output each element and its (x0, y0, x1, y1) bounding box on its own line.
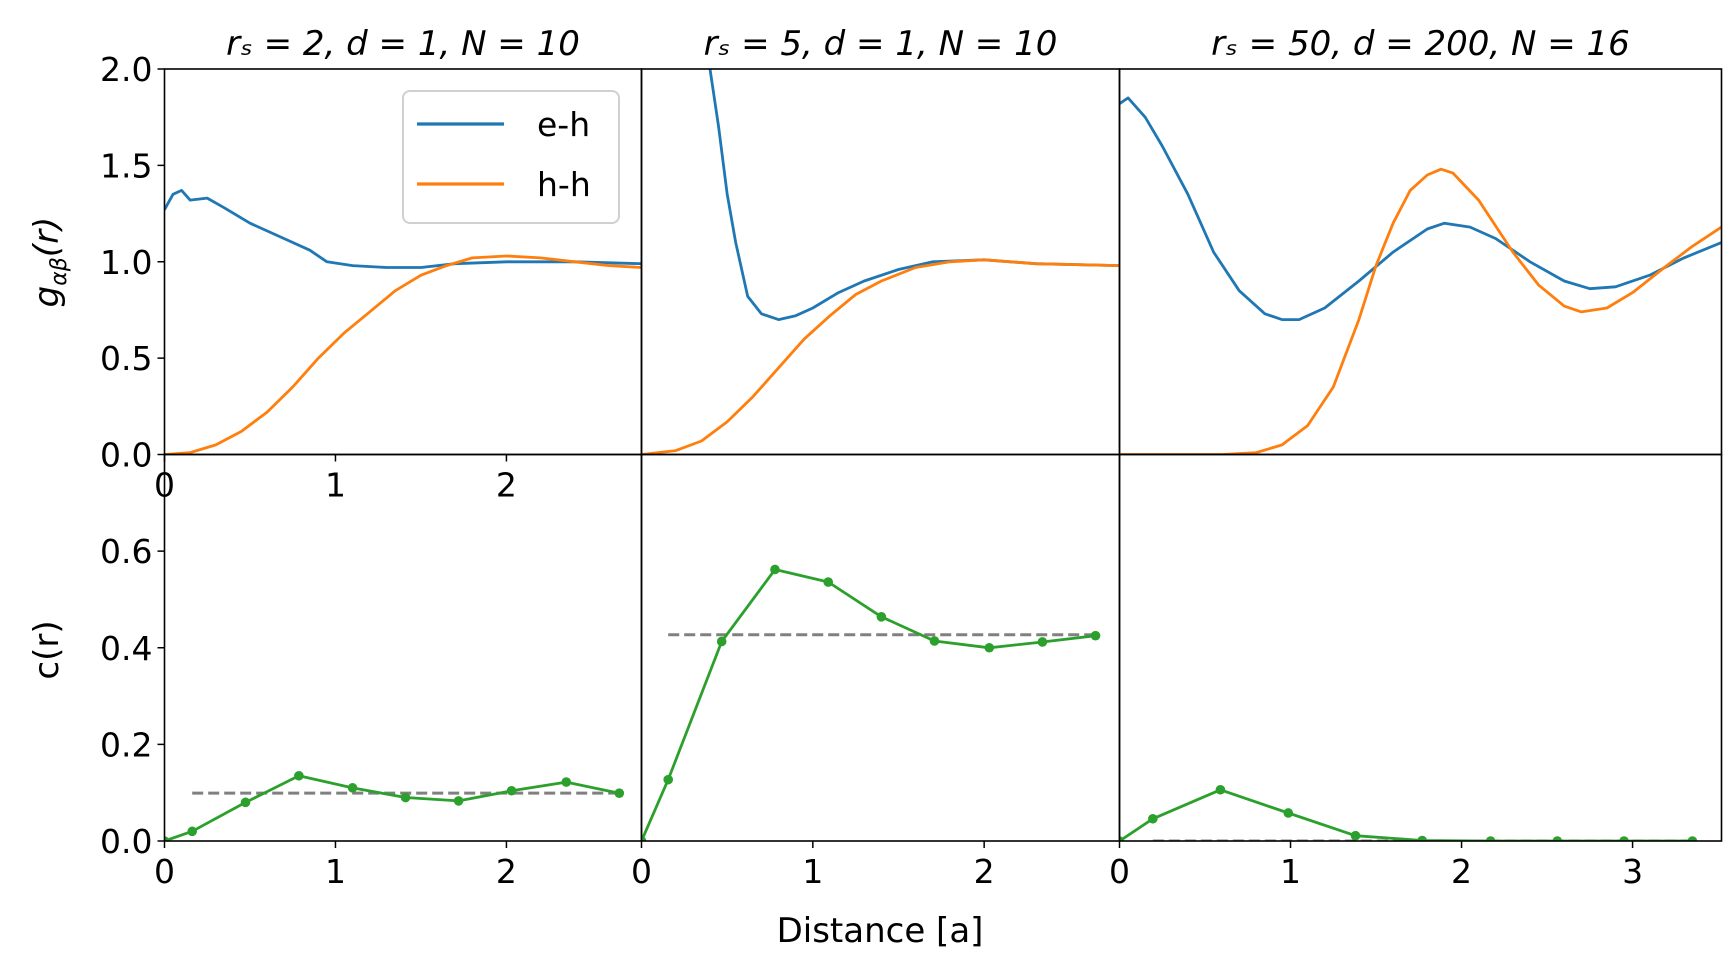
plot-area (641, 564, 1101, 841)
y-axis-label-bottom: c(r) (27, 620, 67, 679)
x-tick-label: 0 (631, 852, 652, 891)
y-tick-label: 0.2 (100, 725, 152, 764)
plot-area (164, 189, 642, 455)
y-tick-label: 0.6 (100, 532, 152, 571)
plot-area (641, 69, 1120, 455)
series-line-e-h (1119, 96, 1722, 321)
series-line-h-h (164, 254, 642, 455)
series-line-c-r (641, 568, 1096, 841)
ylabel-arg: (r) (27, 217, 67, 258)
series-line-h-h (641, 258, 1120, 455)
panel-top-2: rₛ = 5, d = 1, N = 10 (640, 24, 1121, 456)
data-point-marker (1090, 630, 1101, 641)
data-point-marker (400, 792, 411, 803)
y-tick-label: 1.0 (100, 243, 152, 282)
series-line-h-h (1119, 167, 1722, 455)
plot-area (164, 770, 625, 841)
x-tick-label: 2 (1451, 852, 1472, 891)
legend-label-h-h: h-h (537, 165, 591, 204)
x-tick-label: 2 (496, 852, 517, 891)
data-point-marker (1283, 808, 1294, 818)
data-point-marker (506, 785, 517, 796)
series-line-e-h (708, 69, 1120, 321)
y-axis-label-top: gαβ(r) (27, 217, 72, 308)
data-point-marker (929, 636, 940, 646)
panel-title: rₛ = 5, d = 1, N = 10 (704, 24, 1058, 64)
x-axis-label: Distance [a] (777, 911, 984, 951)
ylabel-sub: αβ (47, 257, 72, 286)
x-tick-label: 2 (974, 852, 995, 891)
axes-frame (640, 453, 1121, 842)
y-tick-label: 0.5 (100, 339, 152, 378)
data-point-marker (1215, 784, 1226, 795)
data-point-marker (1119, 836, 1125, 841)
axes-frame (1118, 68, 1723, 456)
data-point-marker (614, 788, 625, 798)
data-point-marker (187, 826, 197, 837)
series-line-c-r (164, 774, 620, 841)
plots-layer: rₛ = 2, d = 1, N = 10 0 1 2 0.0 0.5 1.0 1.5 2.0 e… (100, 24, 1723, 891)
ylabel-base: g (27, 286, 67, 308)
series-line-c-r (1119, 788, 1693, 841)
data-point-marker (1148, 813, 1158, 824)
panel-bottom-1: 0 1 2 0.0 0.2 0.4 0.6 (100, 453, 643, 891)
data-point-marker (1687, 836, 1698, 841)
plot-area (1119, 784, 1698, 841)
x-tick-label: 2 (496, 466, 517, 505)
data-point-marker (1350, 830, 1361, 841)
x-tick-label: 0 (154, 852, 175, 891)
data-point-marker (823, 577, 834, 587)
data-point-marker (1417, 835, 1428, 841)
panel-top-1: rₛ = 2, d = 1, N = 100 1 20.00.51.01.52.0e… (100, 24, 643, 505)
data-point-marker (876, 612, 887, 622)
data-point-marker (1619, 836, 1629, 841)
axes-frame (640, 68, 1121, 456)
panel-bottom-2: 0 1 2 (631, 453, 1121, 891)
plot-area (1119, 96, 1722, 455)
legend: e-h h-h (402, 90, 620, 224)
x-tick-label: 1 (325, 852, 346, 891)
y-tick-label: 2.0 (100, 50, 152, 89)
x-tick-label: 3 (1622, 852, 1643, 891)
panel-bottom-3: 0 1 2 3 (1109, 453, 1723, 891)
data-point-marker (1552, 836, 1563, 841)
y-tick-label: 0.4 (100, 629, 152, 668)
legend-label-e-h: e-h (537, 105, 590, 144)
x-tick-label: 1 (1280, 852, 1301, 891)
data-point-marker (1485, 836, 1496, 841)
data-point-marker (240, 797, 251, 808)
data-point-marker (561, 777, 572, 787)
data-point-marker (347, 783, 358, 793)
series-line-e-h (164, 189, 642, 269)
axes-frame (1118, 453, 1723, 842)
panel-top-3: rₛ = 50, d = 200, N = 16 (1118, 24, 1723, 456)
data-point-marker (663, 774, 674, 785)
x-tick-label: 1 (802, 852, 823, 891)
y-tick-label: 0.0 (100, 436, 152, 475)
data-point-marker (453, 796, 464, 806)
data-point-marker (1037, 637, 1048, 647)
x-tick-label: 1 (325, 466, 346, 505)
data-point-marker (294, 770, 304, 781)
data-point-marker (164, 836, 170, 841)
y-tick-label: 1.5 (100, 146, 152, 185)
panel-title: rₛ = 2, d = 1, N = 10 (226, 24, 580, 64)
data-point-marker (770, 564, 780, 575)
data-point-marker (641, 836, 647, 841)
y-tick-label: 0.0 (100, 822, 152, 861)
data-point-marker (716, 636, 727, 647)
x-tick-label: 0 (1109, 852, 1130, 891)
data-point-marker (984, 642, 995, 653)
panel-title: rₛ = 50, d = 200, N = 16 (1211, 24, 1630, 64)
